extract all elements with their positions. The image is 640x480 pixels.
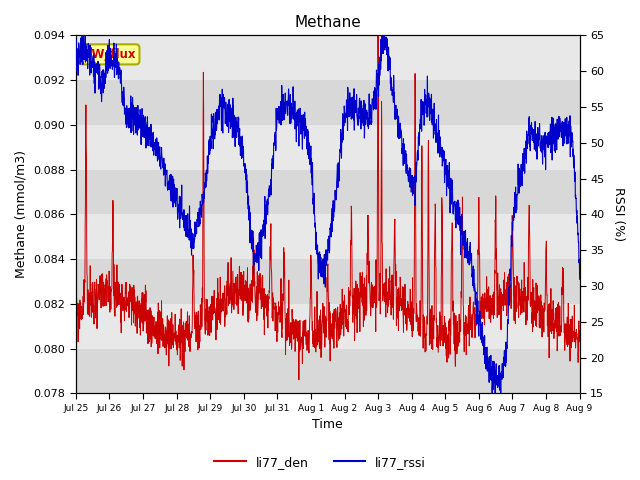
X-axis label: Time: Time bbox=[312, 419, 343, 432]
Text: SW_flux: SW_flux bbox=[83, 48, 136, 61]
Bar bbox=[76, 215, 580, 259]
Title: Methane: Methane bbox=[294, 15, 361, 30]
Bar bbox=[76, 348, 580, 394]
Bar bbox=[76, 36, 580, 80]
Bar bbox=[76, 125, 580, 169]
Legend: li77_den, li77_rssi: li77_den, li77_rssi bbox=[209, 451, 431, 474]
Y-axis label: RSSI (%): RSSI (%) bbox=[612, 187, 625, 241]
Bar bbox=[76, 169, 580, 215]
Bar bbox=[76, 80, 580, 125]
Bar bbox=[76, 304, 580, 348]
Bar bbox=[76, 259, 580, 304]
Y-axis label: Methane (mmol/m3): Methane (mmol/m3) bbox=[15, 150, 28, 278]
